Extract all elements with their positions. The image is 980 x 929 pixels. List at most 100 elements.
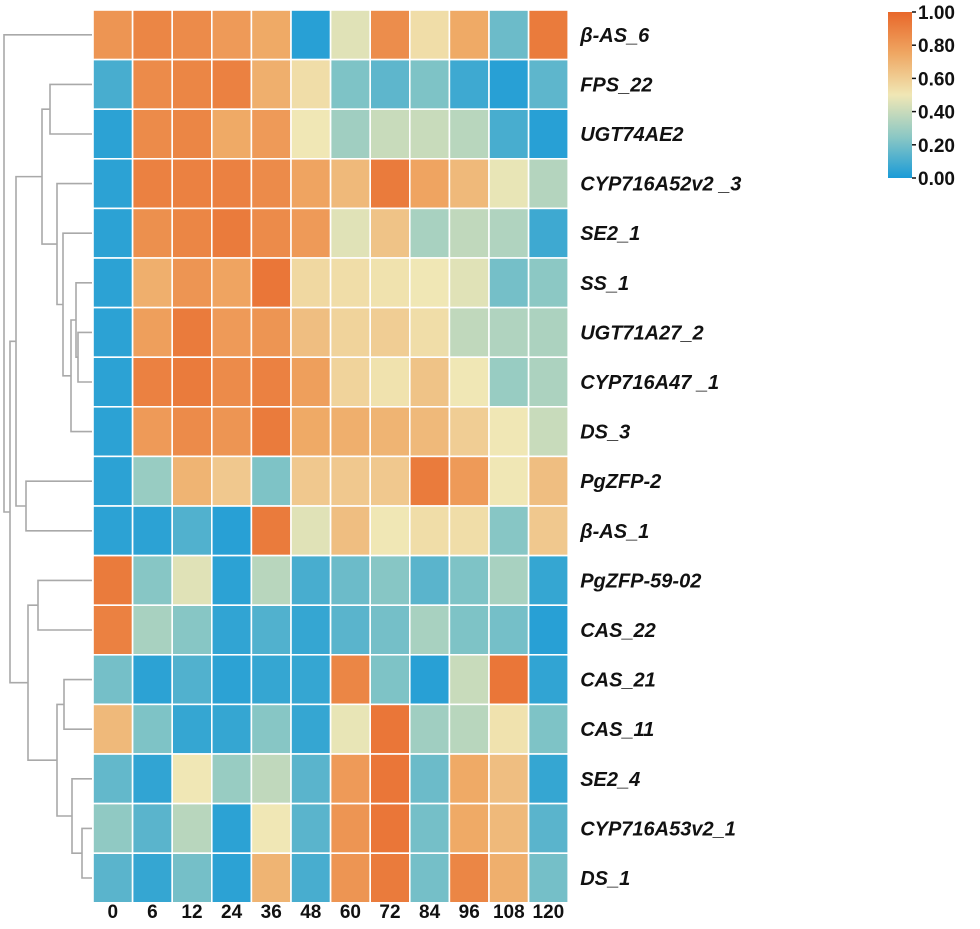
heatmap-cell	[250, 505, 292, 557]
heatmap-cell	[131, 108, 174, 160]
heatmap-cell	[211, 802, 253, 854]
heatmap-cell	[448, 9, 490, 61]
row-label: SS_1	[580, 273, 629, 295]
heatmap-cell	[211, 554, 253, 606]
heatmap-cell	[290, 306, 332, 359]
heatmap-cell	[329, 306, 372, 359]
heatmap-cell	[408, 703, 451, 755]
heatmap-cell	[131, 802, 174, 854]
heatmap-cell	[211, 852, 253, 904]
heatmap-cell	[131, 306, 174, 359]
heatmap-cell	[211, 9, 253, 61]
heatmap-cell	[448, 455, 490, 507]
heatmap-cell	[211, 108, 253, 160]
dendrogram-branch	[25, 480, 92, 532]
heatmap-cell	[527, 505, 569, 557]
heatmap-cell	[369, 58, 411, 110]
heatmap-cell	[488, 604, 530, 656]
heatmap-cell	[131, 505, 174, 557]
heatmap-cell	[408, 554, 451, 606]
heatmap-cell	[171, 58, 213, 110]
heatmap-cell	[448, 405, 490, 458]
heatmap-cell	[329, 455, 372, 507]
heatmap-cells	[92, 9, 569, 904]
heatmap-cell	[488, 653, 530, 706]
heatmap-cell	[329, 653, 372, 706]
heatmap-cell	[488, 306, 530, 359]
dendrogram-branch	[27, 604, 57, 761]
heatmap-cell	[171, 306, 213, 359]
heatmap-cell	[290, 852, 332, 904]
heatmap-cell	[408, 207, 451, 259]
color-legend: 1.00 0.80 0.60 0.40 0.20 0.00	[888, 3, 955, 190]
heatmap-cell	[408, 852, 451, 904]
heatmap-cell	[448, 852, 490, 904]
heatmap-cell	[448, 703, 490, 755]
column-label: 12	[181, 902, 202, 923]
heatmap-cell	[488, 58, 530, 110]
heatmap-cell	[211, 306, 253, 359]
heatmap-cell	[329, 703, 372, 755]
heatmap-cell	[369, 9, 411, 61]
heatmap-cell	[488, 505, 530, 557]
heatmap-cell	[488, 455, 530, 507]
heatmap-cell	[171, 356, 213, 408]
heatmap-cell	[171, 852, 213, 904]
heatmap-cell	[329, 58, 372, 110]
heatmap-cell	[369, 257, 411, 309]
heatmap-cell	[171, 753, 213, 805]
heatmap-cell	[92, 207, 134, 259]
dendrogram-branch	[15, 175, 42, 507]
heatmap-cell	[488, 158, 530, 210]
column-label: 0	[108, 902, 119, 923]
heatmap-cell	[250, 703, 292, 755]
heatmap-cell	[369, 108, 411, 160]
heatmap-cell	[250, 604, 292, 656]
heatmap-cell	[171, 108, 213, 160]
heatmap-cell	[488, 405, 530, 458]
heatmap-cell	[290, 158, 332, 210]
heatmap-cell	[92, 802, 134, 854]
heatmap-cell	[488, 207, 530, 259]
heatmap-cell	[448, 306, 490, 359]
heatmap-cell	[250, 356, 292, 408]
heatmap-cell	[131, 852, 174, 904]
heatmap-cell	[290, 9, 332, 61]
heatmap-cell	[408, 505, 451, 557]
heatmap-cell	[527, 604, 569, 656]
column-label: 120	[533, 902, 565, 923]
heatmap-cell	[329, 852, 372, 904]
heatmap-cell	[369, 306, 411, 359]
heatmap-cell	[408, 158, 451, 210]
heatmap-cell	[92, 9, 134, 61]
legend-tick-label: 0.60	[918, 69, 955, 90]
heatmap-cell	[527, 405, 569, 458]
heatmap-cell	[250, 405, 292, 458]
dendrogram-branch	[3, 34, 92, 513]
heatmap-cell	[131, 356, 174, 408]
heatmap-cell	[92, 505, 134, 557]
heatmap-cell	[171, 207, 213, 259]
heatmap-cell	[92, 356, 134, 408]
heatmap-cell	[329, 505, 372, 557]
heatmap-cell	[408, 257, 451, 309]
heatmap-cell	[448, 257, 490, 309]
heatmap-cell	[290, 653, 332, 706]
heatmap-cell	[171, 604, 213, 656]
heatmap-cell	[250, 207, 292, 259]
heatmap-cell	[369, 356, 411, 408]
heatmap-cell	[488, 356, 530, 408]
heatmap-cell	[211, 455, 253, 507]
heatmap-cell	[131, 653, 174, 706]
heatmap-cell	[408, 108, 451, 160]
heatmap-cell	[408, 753, 451, 805]
heatmap-cell	[527, 753, 569, 805]
heatmap-cell	[527, 852, 569, 904]
heatmap-cell	[171, 505, 213, 557]
heatmap-cell	[171, 455, 213, 507]
legend-color-bar	[888, 12, 912, 178]
dendrogram-branch	[37, 579, 92, 631]
heatmap-cell	[290, 753, 332, 805]
heatmap-cell	[171, 257, 213, 309]
heatmap-cell	[448, 802, 490, 854]
